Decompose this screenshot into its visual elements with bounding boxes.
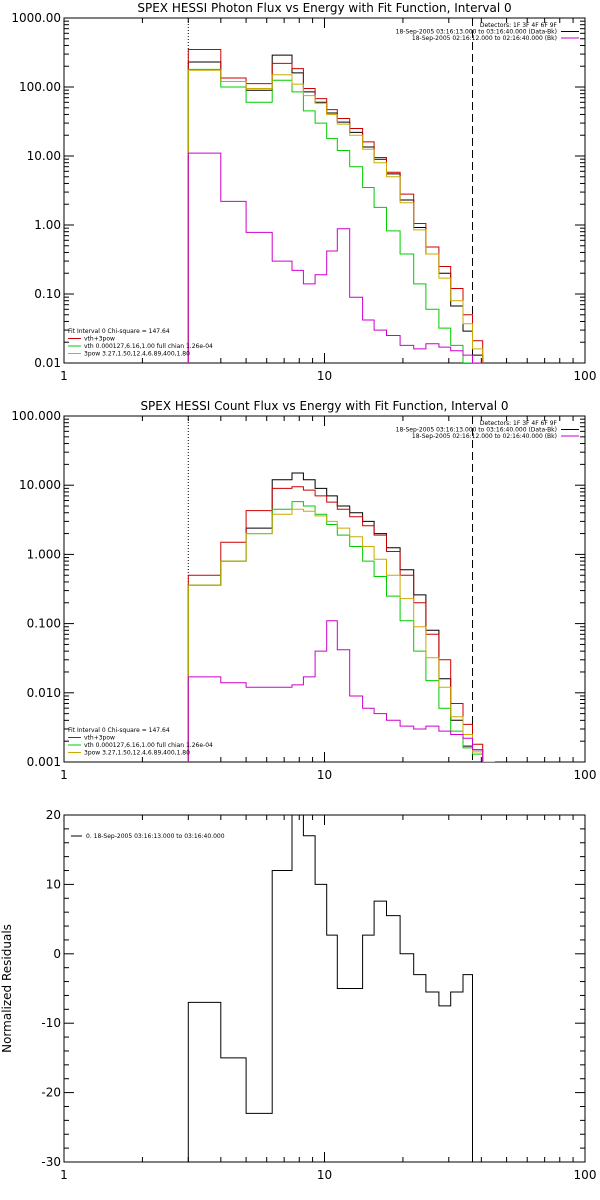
series-line-data-bk (187, 54, 494, 363)
y-axis-label: Normalized Residuals (0, 924, 14, 1053)
y-tick-label: 0.100 (27, 617, 61, 631)
series-line-bk (187, 152, 483, 363)
plot-frame (63, 17, 586, 364)
y-tick-label: 0.01 (34, 356, 61, 370)
legend-bottom-left-entry: vth+3pow (84, 735, 115, 742)
legend-bottom-left-entry: vth 0.000127,6.16,1.00 full chian 1.26e-… (84, 343, 213, 350)
legend-bottom-left-entry: Fit Interval 0 Chi-square = 147.64 (68, 727, 170, 734)
plot-frame (63, 814, 586, 1163)
series-line-vth-3pow (187, 49, 494, 363)
legend-top-right-entry: 18-Sep-2005 03:16:13.000 to 03:16:40.000… (396, 29, 557, 36)
y-tick-label: 10.000 (19, 478, 61, 492)
legend-bottom-left-entry: 3pow 3.27,1.50,12.4,6.89,400,1.80 (84, 750, 190, 757)
series-line-3pow (187, 69, 494, 363)
series-group (187, 815, 473, 1162)
panel-0 (63, 17, 586, 364)
panel-1 (63, 415, 586, 763)
legend-top-left-entry: 0. 18-Sep-2005 03:16:13.000 to 03:16:40.… (86, 833, 225, 840)
x-tick-label: 100 (574, 1168, 597, 1182)
legend-top-right-entry: 18-Sep-2005 02:16:12.000 to 02:16:40.000… (412, 35, 557, 42)
y-tick-label: -20 (41, 1086, 61, 1100)
x-tick-label: 10 (317, 1168, 332, 1182)
series-line-0-18-sep-2005-03-16-13-000-to-03-16-40-000 (187, 815, 473, 1162)
y-tick-label: -30 (41, 1155, 61, 1169)
series-line-3pow (187, 508, 495, 762)
legend-bottom-left-entry: Fit Interval 0 Chi-square = 147.64 (68, 328, 170, 335)
legend-top-right-entry: 18-Sep-2005 03:16:13.000 to 03:16:40.000… (396, 427, 557, 434)
y-tick-label: 0.10 (34, 287, 61, 301)
y-tick-label: 1.00 (34, 218, 61, 232)
x-tick-label: 10 (317, 369, 332, 383)
series-group (187, 49, 494, 363)
y-tick-label: 10 (46, 877, 61, 891)
y-tick-label: 100.000 (11, 409, 61, 423)
x-tick-label: 100 (574, 768, 597, 782)
y-tick-label: 0 (53, 947, 61, 961)
legend-bottom-left-entry: vth+3pow (84, 336, 115, 343)
series-line-vth (187, 501, 495, 762)
y-tick-label: 1.000 (27, 547, 61, 561)
legend-bottom-left-entry: 3pow 3.27,1.50,12.4,6.89,400,1.80 (84, 351, 190, 358)
series-line-data-bk (187, 472, 495, 762)
series-group (187, 472, 495, 762)
y-tick-label: 0.001 (27, 755, 61, 769)
legend-top-right-entry: 18-Sep-2005 02:16:12.000 to 02:16:40.000… (412, 433, 557, 440)
series-line-vth (187, 68, 494, 363)
plot-frame (63, 415, 586, 763)
x-tick-label: 1 (60, 369, 68, 383)
y-tick-label: 20 (46, 808, 61, 822)
x-tick-label: 100 (574, 369, 597, 383)
y-tick-label: 100.00 (19, 80, 61, 94)
x-tick-label: 10 (317, 768, 332, 782)
x-tick-label: 1 (60, 1168, 68, 1182)
y-tick-label: 10.00 (27, 149, 61, 163)
y-tick-label: 0.010 (27, 686, 61, 700)
chart-title: SPEX HESSI Photon Flux vs Energy with Fi… (137, 1, 511, 15)
legend-top-right-entry: Detectors: 1F 3F 4F 6F 9F (480, 22, 558, 29)
x-tick-label: 1 (60, 768, 68, 782)
legend-top-right-entry: Detectors: 1F 3F 4F 6F 9F (480, 420, 558, 427)
chart-title: SPEX HESSI Count Flux vs Energy with Fit… (140, 399, 508, 413)
y-tick-label: 1000.00 (11, 11, 61, 25)
series-line-bk (187, 620, 484, 762)
legend-bottom-left-entry: vth 0.000127,6.16,1.00 full chian 1.26e-… (84, 742, 213, 749)
y-tick-label: -10 (41, 1016, 61, 1030)
panel-2: Normalized Residuals (0, 814, 586, 1163)
